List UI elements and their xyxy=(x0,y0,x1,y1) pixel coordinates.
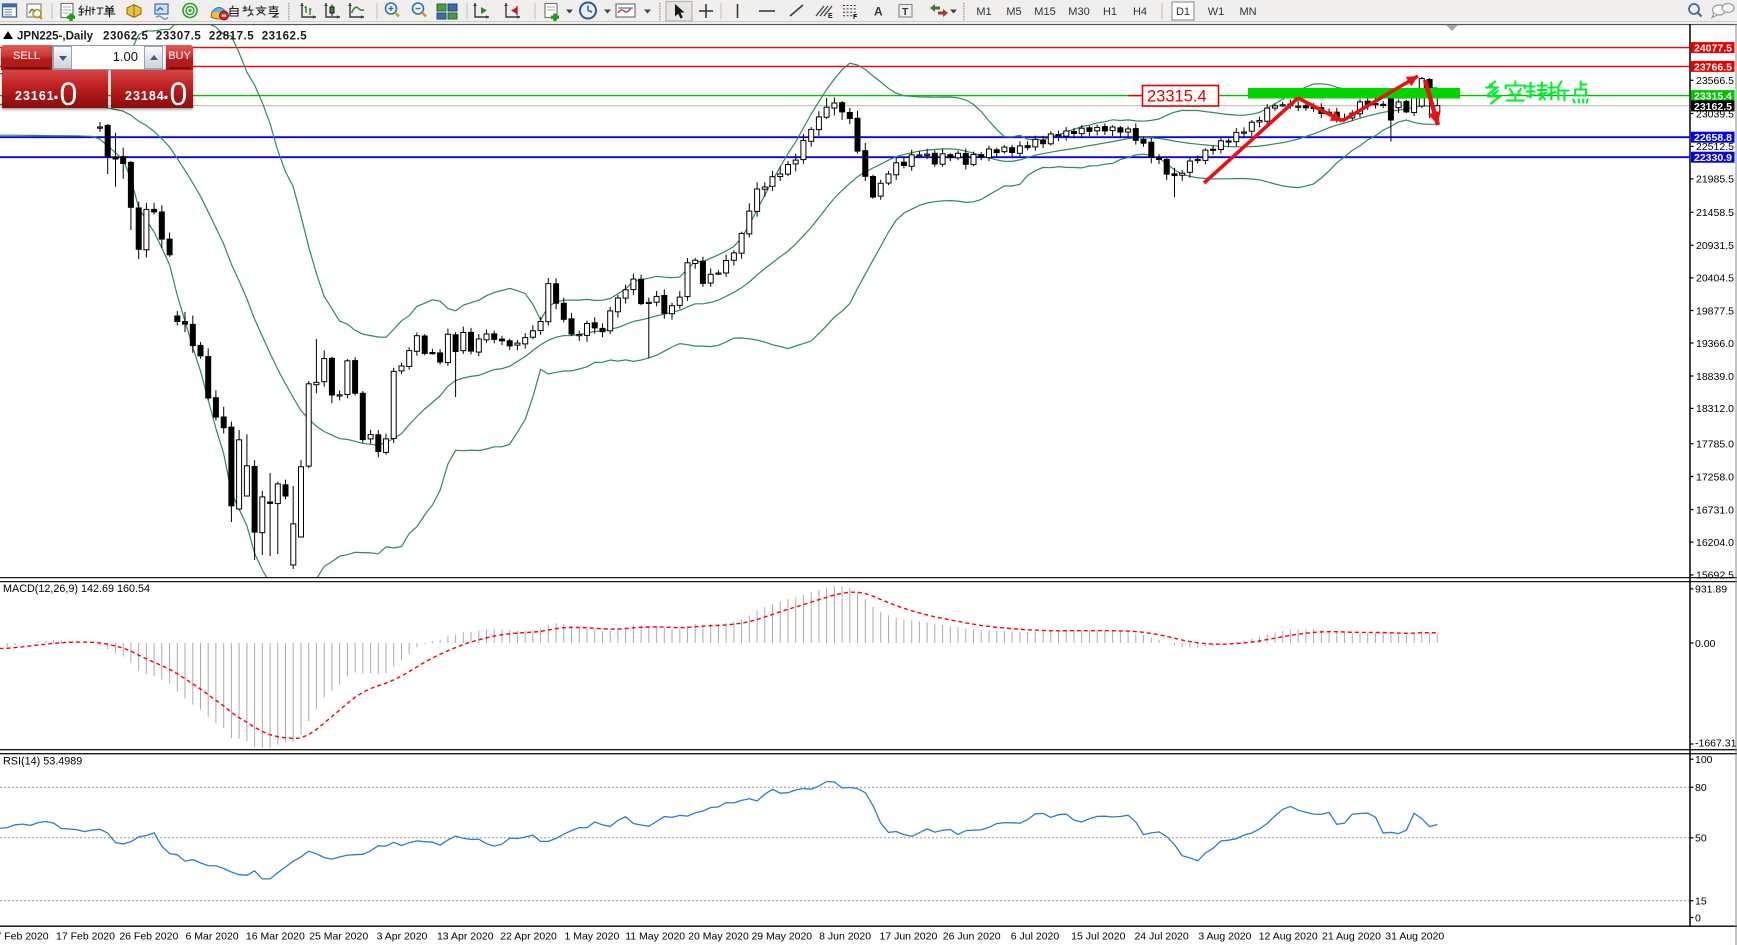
svg-text:6 Mar 2020: 6 Mar 2020 xyxy=(186,931,239,943)
svg-text:T: T xyxy=(902,6,909,18)
svg-text:11 May 2020: 11 May 2020 xyxy=(625,931,685,943)
svg-text:12 Aug 2020: 12 Aug 2020 xyxy=(1259,931,1318,943)
svg-text:6 Jul 2020: 6 Jul 2020 xyxy=(1011,931,1060,943)
svg-text:13 Apr 2020: 13 Apr 2020 xyxy=(437,931,494,943)
svg-text:17258.0: 17258.0 xyxy=(1696,471,1734,483)
svg-text:50: 50 xyxy=(1695,833,1707,845)
svg-text:21985.5: 21985.5 xyxy=(1696,174,1734,186)
svg-text:22330.9: 22330.9 xyxy=(1694,152,1732,164)
svg-text:21 Aug 2020: 21 Aug 2020 xyxy=(1322,931,1381,943)
svg-text:23062.5 23307.5 22817.5 231: 23062.5 23307.5 22817.5 23162.5 xyxy=(103,31,307,43)
svg-text:M5: M5 xyxy=(1006,6,1021,18)
svg-text:23566.5: 23566.5 xyxy=(1696,75,1734,87)
svg-text:15: 15 xyxy=(1695,896,1707,908)
svg-text:23162.5: 23162.5 xyxy=(1694,101,1732,113)
svg-text:24077.5: 24077.5 xyxy=(1694,43,1732,55)
svg-text:29 May 2020: 29 May 2020 xyxy=(751,931,812,943)
svg-text:931.89: 931.89 xyxy=(1695,584,1727,596)
svg-text:H1: H1 xyxy=(1103,6,1117,18)
svg-text:18312.0: 18312.0 xyxy=(1696,403,1734,415)
svg-text:A: A xyxy=(874,5,883,19)
svg-text:H4: H4 xyxy=(1133,6,1147,18)
svg-text:31 Aug 2020: 31 Aug 2020 xyxy=(1385,931,1444,943)
svg-text:M30: M30 xyxy=(1068,6,1089,18)
svg-text:E: E xyxy=(828,13,833,20)
svg-text:23766.5: 23766.5 xyxy=(1694,61,1732,73)
svg-text:W1: W1 xyxy=(1208,6,1225,18)
svg-text:0: 0 xyxy=(1695,912,1701,924)
svg-text:MN: MN xyxy=(1239,6,1256,18)
svg-text:25 Mar 2020: 25 Mar 2020 xyxy=(309,931,368,943)
svg-text:23315.4: 23315.4 xyxy=(1694,91,1732,103)
svg-text:RSI(14) 53.4989: RSI(14) 53.4989 xyxy=(3,756,82,768)
svg-text:26 Jun 2020: 26 Jun 2020 xyxy=(943,931,1001,943)
svg-text:17 Feb 2020: 17 Feb 2020 xyxy=(56,931,115,943)
svg-text:-1667.31: -1667.31 xyxy=(1695,738,1737,750)
svg-text:MACD(12,26,9) 142.69 160.54: MACD(12,26,9) 142.69 160.54 xyxy=(3,583,150,595)
svg-text:18839.0: 18839.0 xyxy=(1696,371,1734,383)
svg-text:3 Apr 2020: 3 Apr 2020 xyxy=(377,931,428,943)
svg-text:20 May 2020: 20 May 2020 xyxy=(688,931,749,943)
svg-text:17785.0: 17785.0 xyxy=(1696,439,1734,451)
svg-text:F: F xyxy=(853,14,858,21)
svg-text:3 Aug 2020: 3 Aug 2020 xyxy=(1198,931,1251,943)
svg-text:24 Jul 2020: 24 Jul 2020 xyxy=(1134,931,1188,943)
svg-text:15 Jul 2020: 15 Jul 2020 xyxy=(1071,931,1125,943)
svg-text:20931.5: 20931.5 xyxy=(1696,240,1734,252)
svg-text:80: 80 xyxy=(1695,782,1707,794)
svg-text:20404.5: 20404.5 xyxy=(1696,273,1734,285)
svg-text:8 Jun 2020: 8 Jun 2020 xyxy=(819,931,871,943)
svg-text:17 Jun 2020: 17 Jun 2020 xyxy=(879,931,937,943)
svg-text:19877.5: 19877.5 xyxy=(1696,305,1734,317)
svg-text:15692.5: 15692.5 xyxy=(1696,570,1734,582)
svg-text:JPN225-,Daily: JPN225-,Daily xyxy=(17,31,94,43)
svg-text:100: 100 xyxy=(1695,754,1713,766)
svg-text:16 Mar 2020: 16 Mar 2020 xyxy=(246,931,305,943)
svg-text:D1: D1 xyxy=(1176,6,1190,18)
svg-text:21458.5: 21458.5 xyxy=(1696,207,1734,219)
svg-text:22 Apr 2020: 22 Apr 2020 xyxy=(500,931,557,943)
svg-text:16204.0: 16204.0 xyxy=(1696,537,1734,549)
svg-text:19366.0: 19366.0 xyxy=(1696,338,1734,350)
svg-text:7 Feb 2020: 7 Feb 2020 xyxy=(0,931,49,943)
svg-text:0.00: 0.00 xyxy=(1695,638,1716,650)
svg-text:M15: M15 xyxy=(1034,6,1055,18)
svg-text:22512.5: 22512.5 xyxy=(1696,141,1734,153)
svg-text:22658.8: 22658.8 xyxy=(1694,132,1732,144)
svg-text:23315.4: 23315.4 xyxy=(1147,88,1207,106)
svg-text:16731.0: 16731.0 xyxy=(1696,504,1734,516)
svg-text:M1: M1 xyxy=(976,6,991,18)
svg-text:26 Feb 2020: 26 Feb 2020 xyxy=(119,931,178,943)
svg-text:1 May 2020: 1 May 2020 xyxy=(564,931,619,943)
